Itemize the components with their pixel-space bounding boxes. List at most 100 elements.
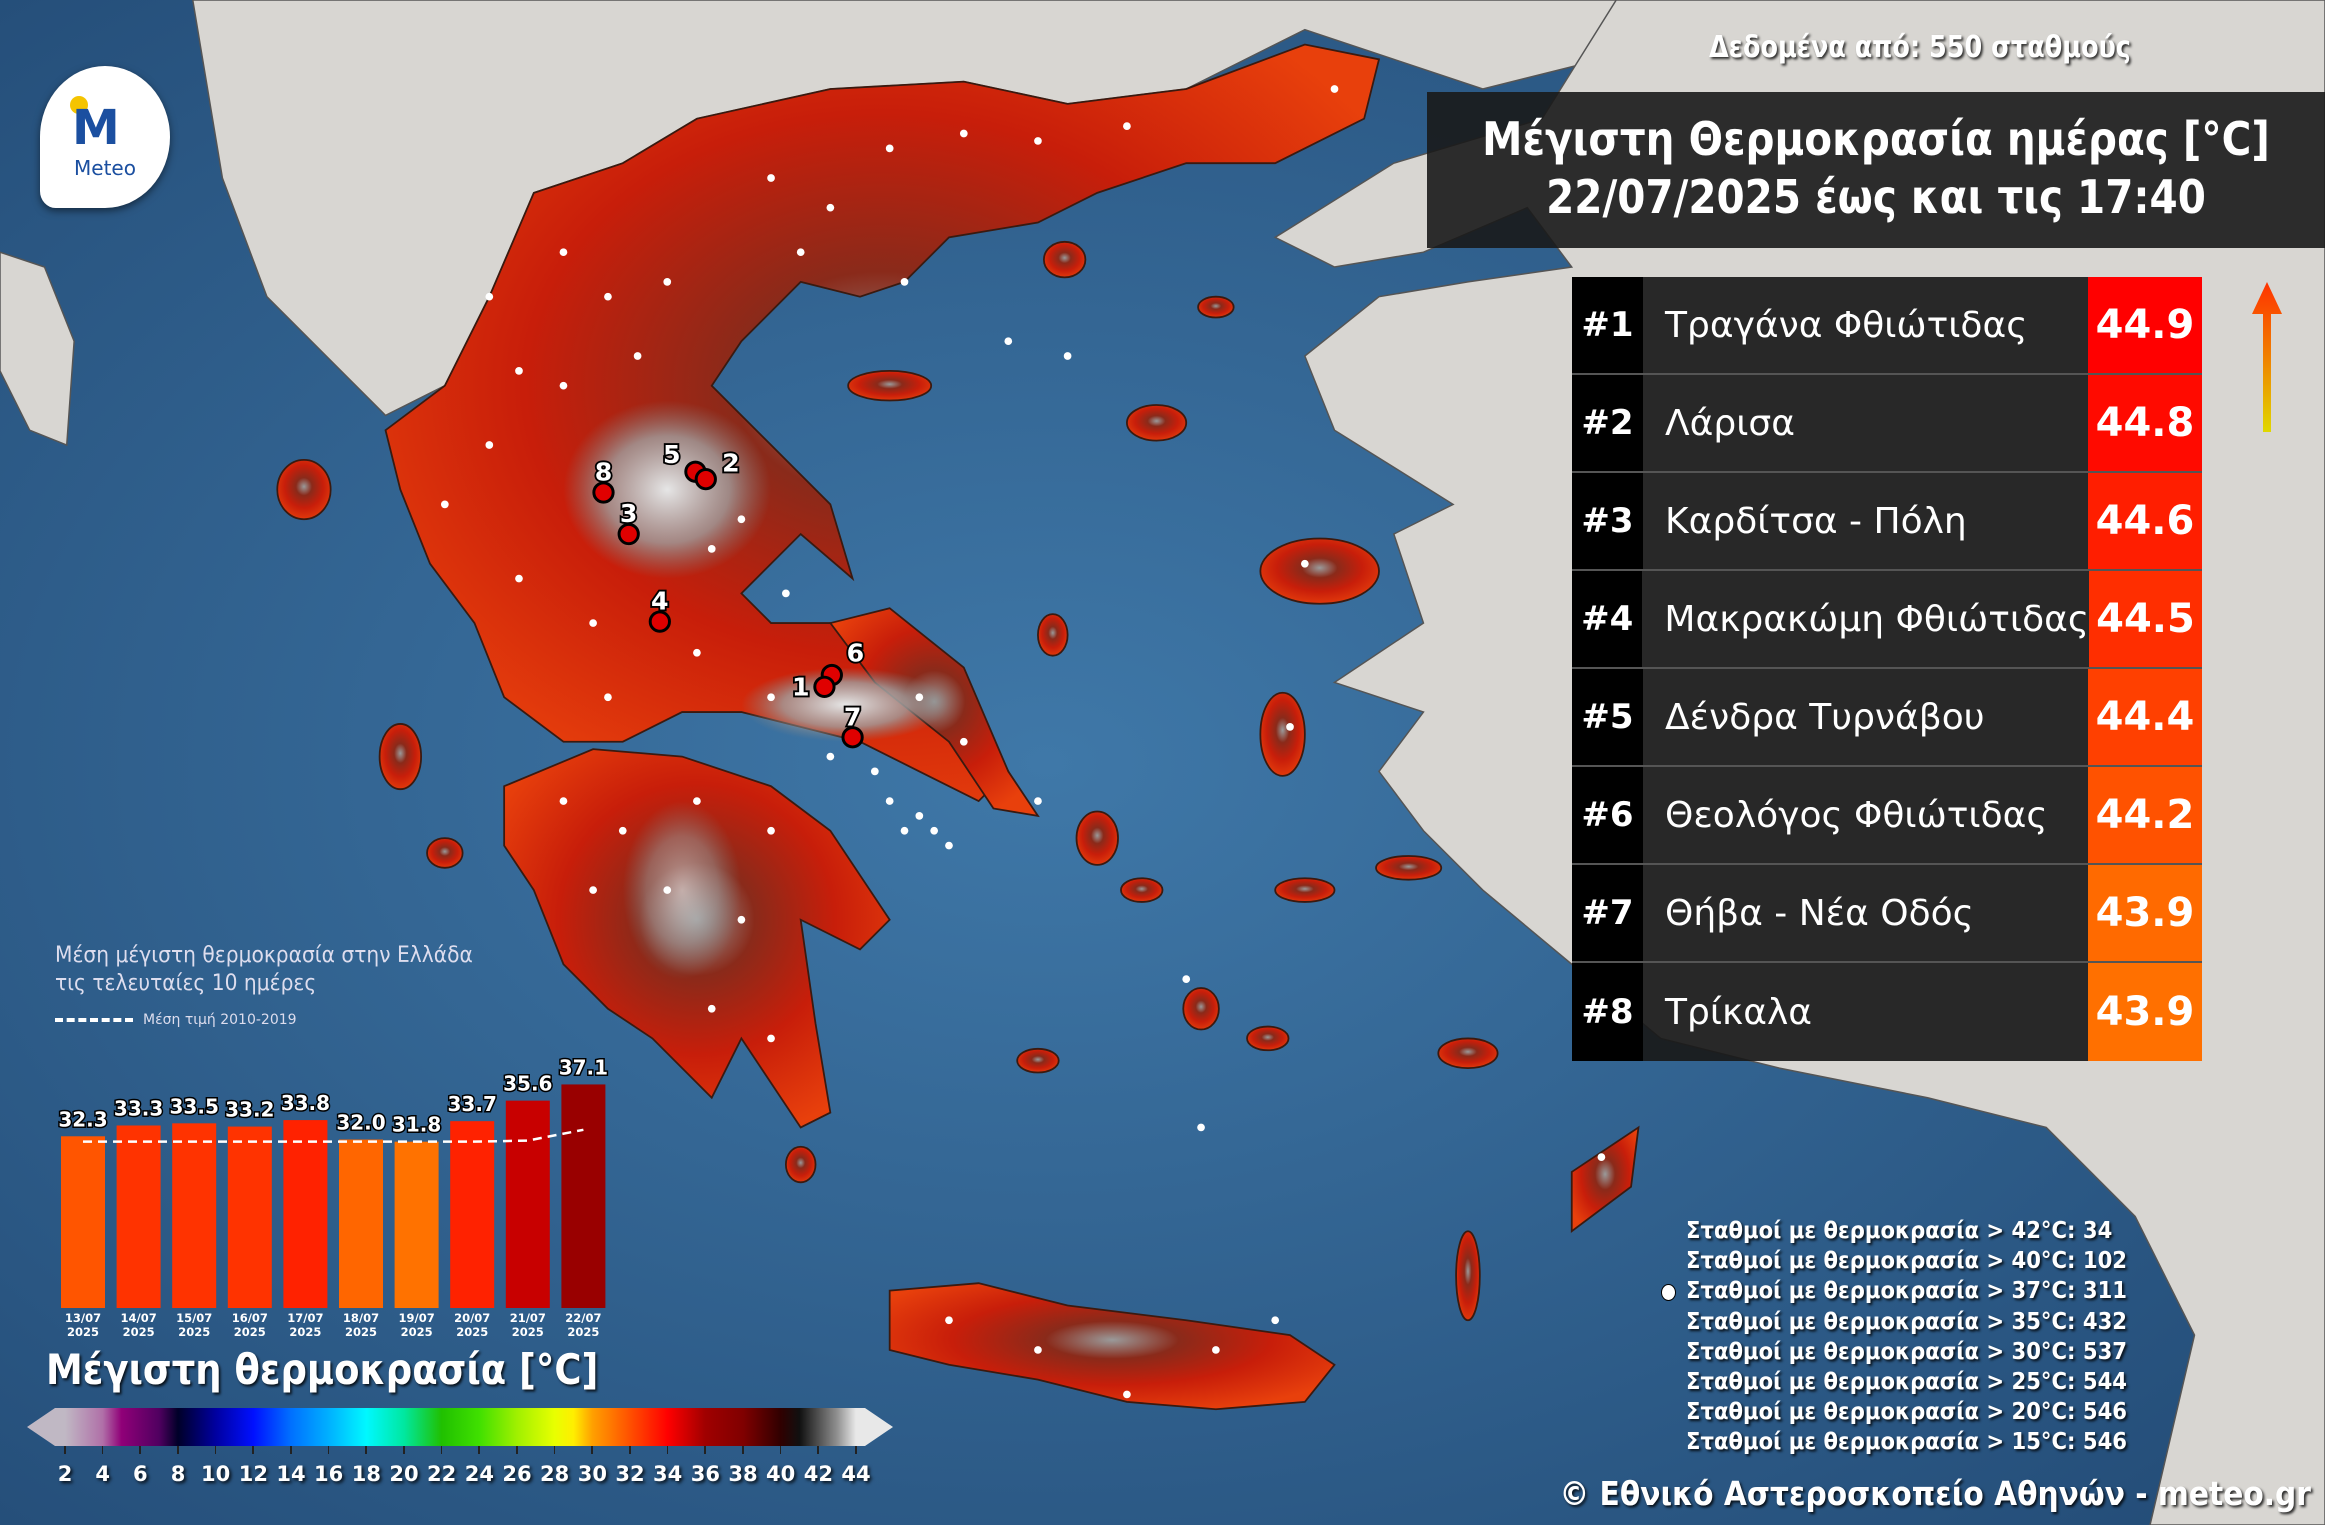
station-dot — [959, 737, 968, 746]
station-dot — [1300, 559, 1309, 568]
temperature-value: 44.9 — [2088, 277, 2202, 373]
colorbar-title: Μέγιστη θερμοκρασία [°C] — [46, 1345, 599, 1394]
station-marker[interactable] — [813, 675, 836, 698]
station-marker-label: 2 — [722, 449, 740, 478]
rank-label: #4 — [1572, 571, 1643, 667]
station-name: Θεολόγος Φθιώτιδας — [1665, 794, 2048, 836]
station-dot — [900, 278, 909, 286]
rank-label: #7 — [1572, 865, 1643, 961]
x-tick-label: 2025 — [567, 1325, 599, 1339]
station-dot — [826, 203, 835, 212]
chart-legend: Μέση τιμή 2010-2019 — [55, 1012, 297, 1028]
station-dot — [870, 767, 879, 776]
rank-label: #5 — [1572, 669, 1643, 765]
station-dot — [485, 292, 494, 301]
rank-label: #8 — [1572, 963, 1643, 1061]
bar-value-label: 33.7 — [448, 1092, 497, 1116]
ranking-row: #8 Τρίκαλα 43.9 — [1572, 963, 2202, 1061]
colorbar-tick: 4 — [83, 1446, 123, 1486]
x-tick-label: 14/07 — [120, 1311, 156, 1325]
x-tick-label: 2025 — [67, 1325, 99, 1339]
copyright-footer: © Εθνικό Αστεροσκοπείο Αθηνών - meteo.gr — [1559, 1474, 2311, 1513]
colorbar-tick: 24 — [459, 1446, 499, 1486]
bar-value-label: 35.6 — [503, 1072, 552, 1096]
temperature-value: 44.5 — [2088, 571, 2202, 667]
station-dot — [559, 797, 568, 805]
chart-bar — [61, 1136, 105, 1308]
station-dot — [559, 381, 568, 390]
x-tick-label: 20/07 — [454, 1311, 490, 1325]
station-dot — [559, 248, 568, 257]
colorbar-tick-label: 14 — [276, 1462, 306, 1486]
colorbar-tick: 36 — [685, 1446, 725, 1486]
station-marker-label: 4 — [651, 587, 669, 616]
station-marker[interactable] — [694, 468, 717, 491]
station-dot — [693, 648, 701, 657]
station-dot — [693, 797, 701, 805]
station-marker[interactable] — [648, 610, 671, 633]
colorbar-tick: 38 — [723, 1446, 763, 1486]
colorbar-tick: 22 — [422, 1446, 462, 1486]
colorbar-ticks: 2 4 6 8 10 12 14 16 18 20 22 24 26 28 30 32 34 36 38 40 42 44 — [0, 1446, 920, 1498]
ranking-row: #6 Θεολόγος Φθιώτιδας 44.2 — [1572, 767, 2202, 865]
map-title: Μέγιστη Θερμοκρασία ημέρας [°C] 22/07/20… — [1427, 92, 2325, 248]
x-tick-label: 2025 — [401, 1325, 433, 1339]
station-name: Θήβα - Νέα Οδός — [1665, 892, 1974, 934]
colorbar-tick-label: 24 — [464, 1462, 494, 1486]
stat-line: Σταθμοί με θερμοκρασία > 30°C: 537 — [1686, 1338, 2128, 1365]
station-dot — [945, 1316, 953, 1325]
colorbar-tick-label: 28 — [540, 1462, 570, 1486]
colorbar-tick-label: 32 — [615, 1462, 645, 1486]
station-dot — [589, 619, 597, 627]
x-tick-label: 15/07 — [176, 1311, 212, 1325]
station-dot — [604, 292, 612, 301]
stat-line: Σταθμοί με θερμοκρασία > 42°C: 34 — [1686, 1218, 2113, 1244]
temperature-value: 44.6 — [2088, 473, 2202, 569]
legend-dashed-line — [55, 1018, 133, 1022]
x-tick-label: 17/07 — [287, 1311, 323, 1325]
station-dot — [515, 367, 523, 375]
station-marker-label: 3 — [620, 499, 638, 528]
station-dot — [767, 826, 775, 835]
logo-m-icon: M — [72, 100, 120, 156]
legend-label: Μέση τιμή 2010-2019 — [143, 1012, 297, 1028]
colorbar-tick: 32 — [610, 1446, 650, 1486]
x-tick-label: 18/07 — [343, 1311, 379, 1325]
station-dot — [707, 1004, 716, 1013]
x-tick-label: 2025 — [345, 1325, 377, 1339]
station-dot — [767, 1034, 775, 1043]
colorbar-tick-label: 42 — [803, 1462, 833, 1486]
colorbar-tick-label: 4 — [95, 1462, 110, 1486]
station-name: Τραγάνα Φθιώτιδας — [1665, 304, 2028, 346]
bar-value-label: 33.2 — [225, 1098, 274, 1122]
bar-value-label: 32.0 — [336, 1111, 385, 1135]
station-dot — [1597, 1153, 1606, 1161]
station-dot — [707, 545, 716, 553]
x-tick-label: 22/07 — [565, 1311, 601, 1325]
colorbar-tick: 14 — [271, 1446, 311, 1486]
station-dot — [885, 797, 894, 805]
station-dot — [945, 841, 953, 850]
station-marker[interactable] — [841, 726, 864, 749]
colorbar-tick-label: 18 — [351, 1462, 381, 1486]
colorbar-tick: 30 — [572, 1446, 612, 1486]
colorbar-tick: 6 — [120, 1446, 160, 1486]
station-name: Δένδρα Τυρνάβου — [1665, 696, 1985, 738]
stat-line: Σταθμοί με θερμοκρασία > 15°C: 546 — [1686, 1429, 2128, 1456]
station-dot — [1212, 1346, 1220, 1354]
station-marker[interactable] — [617, 522, 640, 546]
station-dot — [1197, 1123, 1205, 1132]
x-tick-label: 16/07 — [232, 1311, 268, 1325]
arrow-up-icon — [2252, 282, 2282, 432]
station-dot — [485, 441, 494, 449]
rank-label: #3 — [1572, 473, 1643, 569]
x-tick-label: 2025 — [512, 1325, 544, 1339]
ranking-row: #5 Δένδρα Τυρνάβου 44.4 — [1572, 669, 2202, 767]
chart-bar — [227, 1126, 272, 1308]
colorbar-tick: 10 — [196, 1446, 236, 1486]
colorbar-tick-label: 44 — [841, 1462, 871, 1486]
x-tick-label: 2025 — [234, 1325, 266, 1339]
logo-text: Meteo — [74, 156, 136, 180]
station-dot — [1123, 122, 1131, 130]
station-marker[interactable] — [592, 481, 615, 504]
